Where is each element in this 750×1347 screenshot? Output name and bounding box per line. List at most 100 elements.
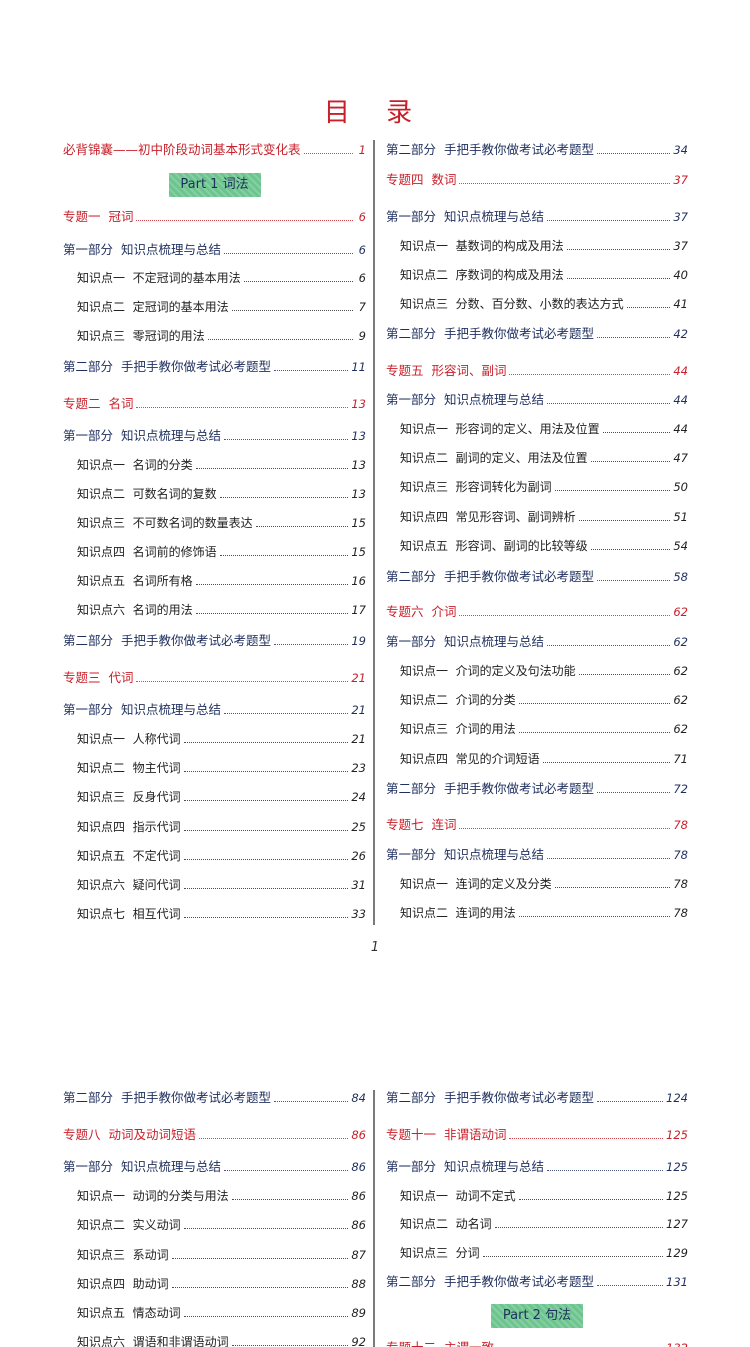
toc-section-entry[interactable]: 第一部分 知识点梳理与总结 86 [63,1158,366,1176]
entry-title: 第二部分 手把手教你做考试必考题型 [386,569,594,584]
toc-item-entry[interactable]: 知识点七 相互代词 33 [77,905,366,923]
toc-item-entry[interactable]: 知识点五 名词所有格 16 [77,572,366,590]
toc-topic-entry[interactable]: 必背锦囊——初中阶段动词基本形式变化表 1 [63,141,366,159]
dot-leader [219,555,349,556]
toc-item-entry[interactable]: 知识点二 连词的用法 78 [400,904,688,922]
toc-section-entry[interactable]: 第一部分 知识点梳理与总结 37 [386,208,688,226]
toc-item-entry[interactable]: 知识点六 疑问代词 31 [77,876,366,894]
toc-section-entry[interactable]: 第一部分 知识点梳理与总结 62 [386,633,688,651]
toc-section-entry[interactable]: 第二部分 手把手教你做考试必考题型 131 [386,1273,688,1291]
entry-title: 第一部分 知识点梳理与总结 [386,392,544,407]
toc-item-entry[interactable]: 知识点六 名词的用法 17 [77,601,366,619]
entry-title: 知识点一 形容词的定义、用法及位置 [400,422,600,436]
entry-page-number: 26 [351,849,366,863]
toc-item-entry[interactable]: 知识点六 谓语和非谓语动词 92 [77,1333,366,1347]
toc-item-entry[interactable]: 知识点三 反身代词 24 [77,788,366,806]
toc-item-entry[interactable]: 知识点三 系动词 87 [77,1246,366,1264]
entry-page-number: 13 [351,458,366,472]
dot-leader [626,307,671,308]
entry-title: 专题十二 主谓一致 [386,1339,494,1347]
entry-title: 知识点二 物主代词 [77,761,181,775]
toc-item-entry[interactable]: 知识点二 物主代词 23 [77,759,366,777]
toc-item-entry[interactable]: 知识点二 实义动词 86 [77,1216,366,1234]
toc-section-entry[interactable]: 第一部分 知识点梳理与总结 78 [386,846,688,864]
toc-section-entry[interactable]: 第一部分 知识点梳理与总结 6 [63,241,366,259]
dot-leader [223,1170,349,1171]
entry-title: 知识点四 常见的介词短语 [400,752,540,766]
toc-section-entry[interactable]: 第一部分 知识点梳理与总结 44 [386,391,688,409]
dot-leader [136,681,349,682]
toc-topic-entry[interactable]: 专题一 冠词 6 [63,208,366,226]
toc-item-entry[interactable]: 知识点一 不定冠词的基本用法 6 [77,269,366,287]
toc-topic-entry[interactable]: 专题四 数词 37 [386,171,688,189]
dot-leader [566,278,671,279]
toc-item-entry[interactable]: 知识点三 分词 129 [400,1244,688,1262]
entry-title: 知识点五 名词所有格 [77,574,193,588]
toc-item-entry[interactable]: 知识点二 介词的分类 62 [400,691,688,709]
toc-item-entry[interactable]: 知识点三 零冠词的用法 9 [77,327,366,345]
dot-leader [546,403,671,404]
entry-title: 专题七 连词 [386,817,457,832]
dot-leader [136,220,353,221]
toc-item-entry[interactable]: 知识点一 基数词的构成及用法 37 [400,237,688,255]
toc-section-entry[interactable]: 第二部分 手把手教你做考试必考题型 42 [386,325,688,343]
entry-page-number: 24 [351,790,366,804]
toc-item-entry[interactable]: 知识点一 名词的分类 13 [77,456,366,474]
toc-item-entry[interactable]: 知识点五 形容词、副词的比较等级 54 [400,537,688,555]
toc-section-entry[interactable]: 第二部分 手把手教你做考试必考题型 124 [386,1089,688,1107]
entry-page-number: 7 [358,300,366,314]
toc-item-entry[interactable]: 知识点五 情态动词 89 [77,1304,366,1322]
toc-topic-entry[interactable]: 专题八 动词及动词短语 86 [63,1126,366,1144]
entry-page-number: 17 [351,603,366,617]
entry-page-number: 125 [666,1160,688,1174]
toc-topic-entry[interactable]: 专题十一 非谓语动词 125 [386,1126,688,1144]
toc-item-entry[interactable]: 知识点三 介词的用法 62 [400,720,688,738]
toc-section-entry[interactable]: 第二部分 手把手教你做考试必考题型 34 [386,141,688,159]
toc-item-entry[interactable]: 知识点四 助动词 88 [77,1275,366,1293]
toc-item-entry[interactable]: 知识点二 动名词 127 [400,1215,688,1233]
toc-item-entry[interactable]: 知识点四 指示代词 25 [77,818,366,836]
toc-item-entry[interactable]: 知识点一 连词的定义及分类 78 [400,875,688,893]
toc-item-entry[interactable]: 知识点一 动词不定式 125 [400,1187,688,1205]
entry-page-number: 44 [673,393,688,407]
toc-item-entry[interactable]: 知识点二 定冠词的基本用法 7 [77,298,366,316]
toc-item-entry[interactable]: 知识点三 分数、百分数、小数的表达方式 41 [400,295,688,313]
dot-leader [171,1258,349,1259]
toc-section-entry[interactable]: 第一部分 知识点梳理与总结 13 [63,427,366,445]
toc-section-entry[interactable]: 第二部分 手把手教你做考试必考题型 11 [63,358,366,376]
entry-page-number: 86 [351,1128,366,1142]
dot-leader [183,800,349,801]
toc-topic-entry[interactable]: 专题五 形容词、副词 44 [386,362,688,380]
toc-section-entry[interactable]: 第一部分 知识点梳理与总结 125 [386,1158,688,1176]
toc-item-entry[interactable]: 知识点四 常见的介词短语 71 [400,750,688,768]
entry-title: 知识点五 情态动词 [77,1306,181,1320]
toc-item-entry[interactable]: 知识点三 形容词转化为副词 50 [400,478,688,496]
toc-item-entry[interactable]: 知识点五 不定代词 26 [77,847,366,865]
toc-item-entry[interactable]: 知识点一 人称代词 21 [77,730,366,748]
toc-item-entry[interactable]: 知识点一 形容词的定义、用法及位置 44 [400,420,688,438]
toc-section-entry[interactable]: 第二部分 手把手教你做考试必考题型 58 [386,568,688,586]
toc-item-entry[interactable]: 知识点三 不可数名词的数量表达 15 [77,514,366,532]
dot-leader [195,468,349,469]
toc-topic-entry[interactable]: 专题十二 主谓一致 132 [386,1339,688,1347]
toc-item-entry[interactable]: 知识点二 副词的定义、用法及位置 47 [400,449,688,467]
toc-section-entry[interactable]: 第二部分 手把手教你做考试必考题型 19 [63,632,366,650]
toc-section-entry[interactable]: 第一部分 知识点梳理与总结 21 [63,701,366,719]
toc-topic-entry[interactable]: 专题三 代词 21 [63,669,366,687]
toc-item-entry[interactable]: 知识点二 可数名词的复数 13 [77,485,366,503]
toc-section-entry[interactable]: 第二部分 手把手教你做考试必考题型 84 [63,1089,366,1107]
toc-topic-entry[interactable]: 专题二 名词 13 [63,395,366,413]
entry-page-number: 71 [673,752,688,766]
toc-item-entry[interactable]: 知识点一 动词的分类与用法 86 [77,1187,366,1205]
dot-leader [183,742,349,743]
toc-topic-entry[interactable]: 专题七 连词 78 [386,816,688,834]
toc-item-entry[interactable]: 知识点四 名词前的修饰语 15 [77,543,366,561]
toc-section-entry[interactable]: 第二部分 手把手教你做考试必考题型 72 [386,780,688,798]
dot-leader [509,1138,664,1139]
toc-item-entry[interactable]: 知识点一 介词的定义及句法功能 62 [400,662,688,680]
entry-title: 第一部分 知识点梳理与总结 [63,428,221,443]
toc-item-entry[interactable]: 知识点二 序数词的构成及用法 40 [400,266,688,284]
toc-topic-entry[interactable]: 专题六 介词 62 [386,603,688,621]
toc-item-entry[interactable]: 知识点四 常见形容词、副词辨析 51 [400,508,688,526]
